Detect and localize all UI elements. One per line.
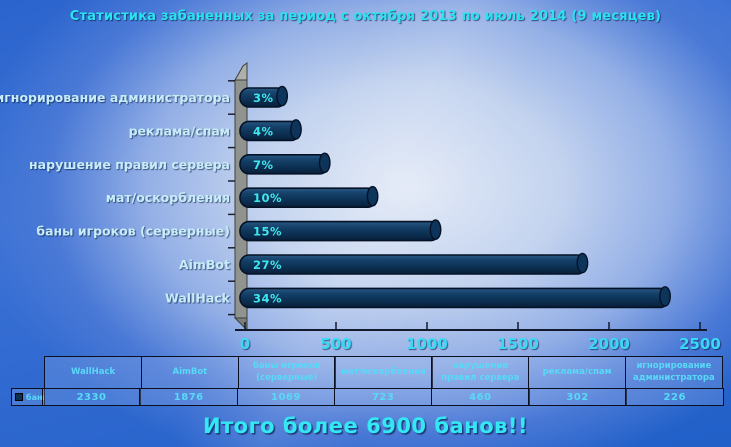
table-value-cell: 226 — [625, 388, 725, 406]
bar — [239, 254, 588, 275]
category-label: реклама/спам — [129, 123, 230, 138]
x-axis-tick-label: 500 — [320, 335, 351, 353]
x-axis-tick-label: 1500 — [497, 335, 539, 353]
table-value-cell: 2330 — [42, 388, 141, 406]
bar-percent-label: 34% — [253, 291, 282, 305]
table-value-cell: 723 — [333, 388, 433, 406]
category-label: баны игроков (серверные) — [36, 224, 230, 239]
table-value-cell: 1069 — [236, 388, 336, 406]
table-header-cell: баны игроков (серверные) — [237, 356, 336, 389]
table-header-cell: реклама/спам — [527, 356, 627, 389]
bar-end-cap — [366, 185, 379, 207]
bar-percent-label: 27% — [253, 258, 282, 272]
data-table-value-row: баны233018761069723460302226 — [11, 388, 725, 406]
table-header-cell: нарушение правил сервера — [431, 356, 530, 389]
bar-percent-label: 10% — [253, 191, 282, 205]
axis-wall-bottom-cap — [233, 317, 248, 332]
category-label: нарушение правил сервера — [29, 157, 230, 172]
x-axis-tick-label: 0 — [240, 335, 250, 353]
x-axis-tick-label: 1000 — [406, 335, 448, 353]
legend-label: баны — [26, 392, 44, 402]
category-label: WallHack — [165, 290, 231, 305]
axis-wall-top-cap — [234, 62, 248, 81]
category-label: мат/оскорбления — [106, 190, 230, 205]
x-axis-tick-label: 2000 — [588, 335, 630, 353]
bar-percent-label: 7% — [253, 158, 274, 172]
table-header-cell: WallHack — [44, 356, 143, 389]
data-table-header-row: WallHack AimBot баны игроков (серверные) ма… — [44, 356, 723, 389]
category-label: игнорирование администратора — [0, 90, 230, 105]
total-bans-text: Итого более 6900 банов!! — [202, 414, 529, 438]
bar-end-cap — [276, 85, 289, 107]
bar-end-cap — [659, 286, 671, 307]
bar-end-cap — [290, 119, 302, 140]
table-header-cell: AimBot — [140, 356, 239, 389]
category-label: AimBot — [179, 257, 230, 272]
table-value-cell: 302 — [528, 388, 627, 406]
bar-percent-label: 4% — [253, 124, 274, 138]
legend-swatch-icon — [15, 393, 23, 401]
x-axis-tick-label: 2500 — [679, 335, 721, 353]
bar-end-cap — [576, 252, 589, 274]
table-header-cell: мат/оскорбления — [334, 356, 433, 389]
table-header-cell: игнорирование администратора — [624, 356, 723, 389]
bar — [239, 287, 670, 309]
chart-title: Статистика забаненных за период с октябр… — [69, 9, 662, 24]
legend-cell: баны — [11, 388, 45, 406]
bar-percent-label: 3% — [253, 91, 274, 105]
bar-end-cap — [318, 152, 331, 174]
bar-percent-label: 15% — [253, 225, 282, 239]
table-value-cell: 460 — [431, 388, 530, 406]
table-value-cell: 1876 — [139, 388, 239, 406]
bar-end-cap — [429, 219, 442, 240]
